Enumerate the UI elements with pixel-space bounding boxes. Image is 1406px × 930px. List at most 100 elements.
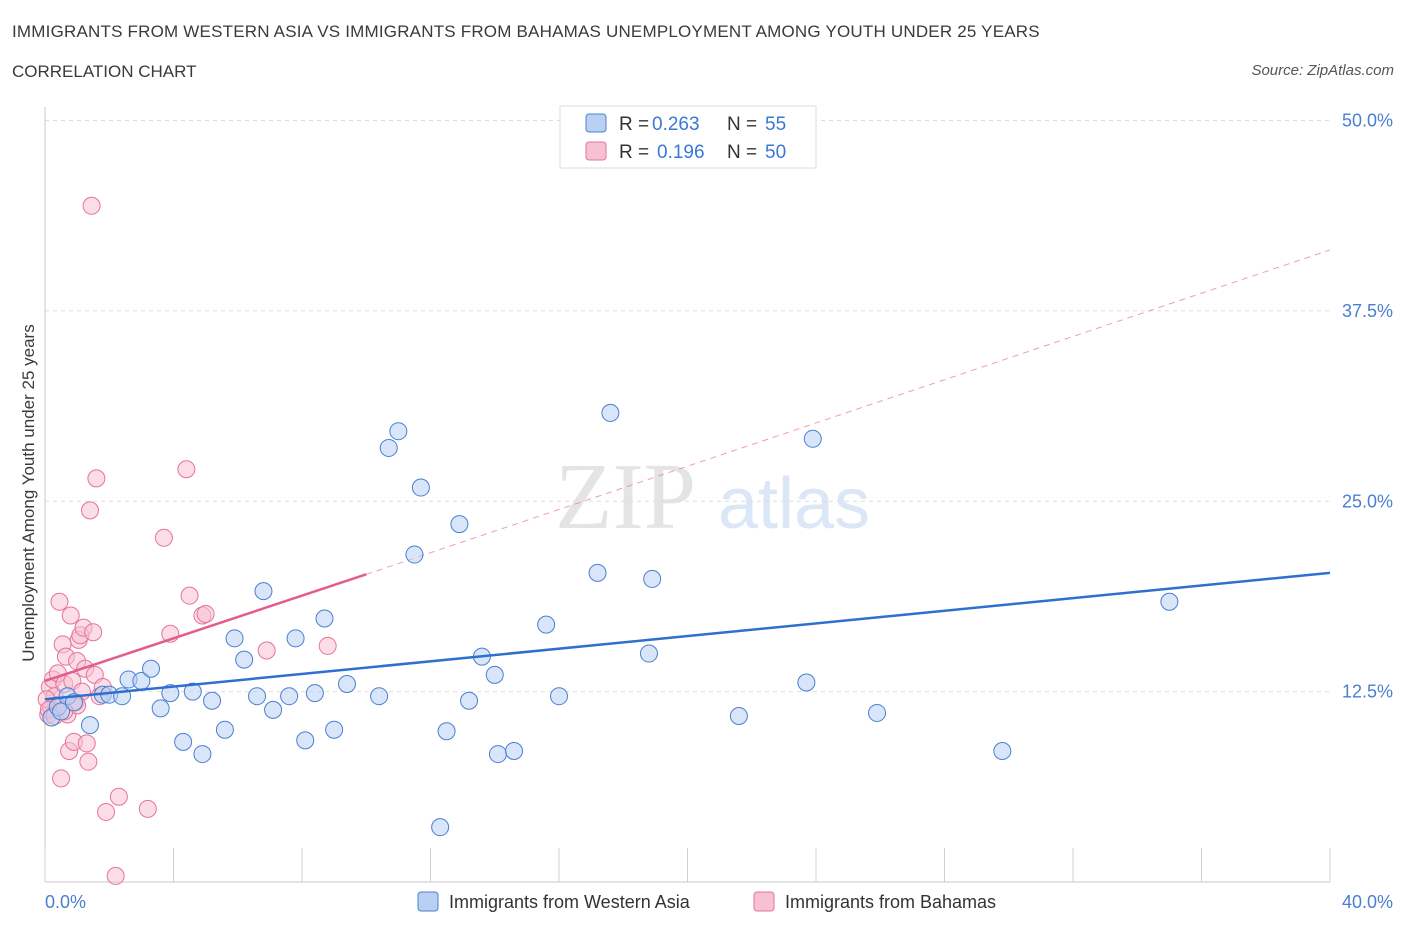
western-asia-point [431, 818, 450, 837]
legend-n-value-blue: 55 [765, 114, 786, 135]
chart-subtitle: CORRELATION CHART [12, 62, 197, 81]
bahamas-point [52, 769, 71, 788]
western-asia-point [142, 659, 161, 678]
western-asia-point [537, 615, 556, 634]
western-asia-point [485, 665, 504, 684]
western-asia-point [488, 745, 507, 764]
bahamas-point [196, 604, 215, 623]
trend-line-bahamas-extension [366, 249, 1331, 575]
y-tick-label: 37.5% [1342, 301, 1393, 321]
bahamas-point [106, 866, 125, 885]
western-asia-point [151, 699, 170, 718]
western-asia-point [460, 691, 479, 710]
western-asia-point [505, 742, 524, 761]
western-asia-point [52, 702, 71, 721]
bahamas-point [80, 501, 99, 520]
western-asia-point [411, 478, 430, 497]
western-asia-point [588, 563, 607, 582]
legend-n-label-blue: N = [727, 114, 757, 135]
bahamas-point [87, 469, 106, 488]
bahamas-point [177, 460, 196, 479]
western-asia-point [161, 684, 180, 703]
bahamas-point [82, 196, 101, 215]
trend-line-western-asia [44, 571, 1331, 701]
y-tick-label: 25.0% [1342, 491, 1393, 511]
western-asia-point [203, 691, 222, 710]
correlation-legend: R = 0.263 N = 55 R = 0.196 N = 50 [559, 105, 817, 169]
western-asia-point [235, 650, 254, 669]
bahamas-point [318, 636, 337, 655]
western-asia-point [254, 582, 273, 601]
western-asia-point [325, 720, 344, 739]
western-asia-point [286, 629, 305, 648]
legend-r-value-blue: 0.263 [652, 114, 700, 135]
bahamas-point [97, 802, 116, 821]
y-axis-label: Unemployment Among Youth under 25 years [19, 324, 38, 661]
series-bahamas-points [37, 196, 337, 885]
western-asia-point [993, 742, 1012, 761]
bahamas-point [180, 586, 199, 605]
gridlines [45, 120, 1330, 693]
western-asia-point [215, 720, 234, 739]
western-asia-point [183, 682, 202, 701]
legend-r-label-pink: R = [619, 142, 649, 163]
western-asia-point [80, 716, 99, 735]
western-asia-point [296, 731, 315, 750]
trend-line-bahamas [44, 573, 367, 683]
bahamas-point [138, 799, 157, 818]
bahamas-point [77, 734, 96, 753]
western-asia-point [550, 687, 568, 706]
x-tick-label-max: 40.0% [1342, 892, 1393, 912]
western-asia-point [248, 687, 267, 706]
bottom-legend-swatch-blue [417, 891, 439, 912]
western-asia-point [405, 545, 424, 564]
bottom-legend-label-pink: Immigrants from Bahamas [785, 892, 996, 912]
bottom-legend-label-blue: Immigrants from Western Asia [449, 892, 691, 912]
western-asia-point [643, 569, 662, 588]
bahamas-point [257, 641, 276, 660]
western-asia-point [193, 745, 212, 764]
legend-n-label-pink: N = [727, 142, 757, 163]
legend-swatch-pink [585, 141, 607, 161]
bahamas-point [61, 606, 80, 625]
western-asia-point [1160, 592, 1179, 611]
bahamas-point [84, 623, 103, 642]
legend-n-value-pink: 50 [765, 142, 786, 163]
western-asia-point [639, 644, 658, 663]
y-tick-label: 12.5% [1342, 682, 1393, 702]
western-asia-point [370, 687, 389, 706]
x-tick-label-min: 0.0% [45, 892, 86, 912]
legend-swatch-blue [585, 113, 607, 133]
western-asia-point [729, 706, 748, 725]
western-asia-point [797, 673, 816, 692]
legend-r-label-blue: R = [619, 114, 649, 135]
bahamas-point [109, 787, 128, 806]
bahamas-point [79, 752, 98, 771]
y-tick-label: 50.0% [1342, 111, 1393, 131]
x-ticks [44, 848, 1331, 882]
western-asia-point [601, 403, 620, 422]
chart-title: IMMIGRANTS FROM WESTERN ASIA VS IMMIGRAN… [12, 22, 1040, 41]
bahamas-point [154, 528, 173, 547]
legend-r-value-pink: 0.196 [657, 142, 705, 163]
source-label: Source: ZipAtlas.com [1251, 62, 1394, 79]
western-asia-point [264, 700, 283, 719]
western-asia-point [437, 722, 456, 741]
western-asia-point [868, 703, 887, 722]
trend-lines [366, 249, 1331, 575]
bahamas-point [50, 592, 69, 611]
watermark-atlas: atlas [718, 464, 870, 544]
western-asia-point [225, 629, 244, 648]
western-asia-point [280, 687, 299, 706]
western-asia-point [803, 429, 822, 448]
western-asia-point [174, 732, 193, 751]
western-asia-point [450, 515, 469, 534]
watermark-zip: ZIP [555, 445, 696, 549]
western-asia-point [379, 438, 398, 457]
series-legend: Immigrants from Western Asia Immigrants … [417, 891, 996, 912]
bottom-legend-swatch-pink [753, 891, 775, 912]
western-asia-point [305, 684, 324, 703]
western-asia-point [315, 609, 334, 628]
western-asia-point [337, 675, 356, 694]
